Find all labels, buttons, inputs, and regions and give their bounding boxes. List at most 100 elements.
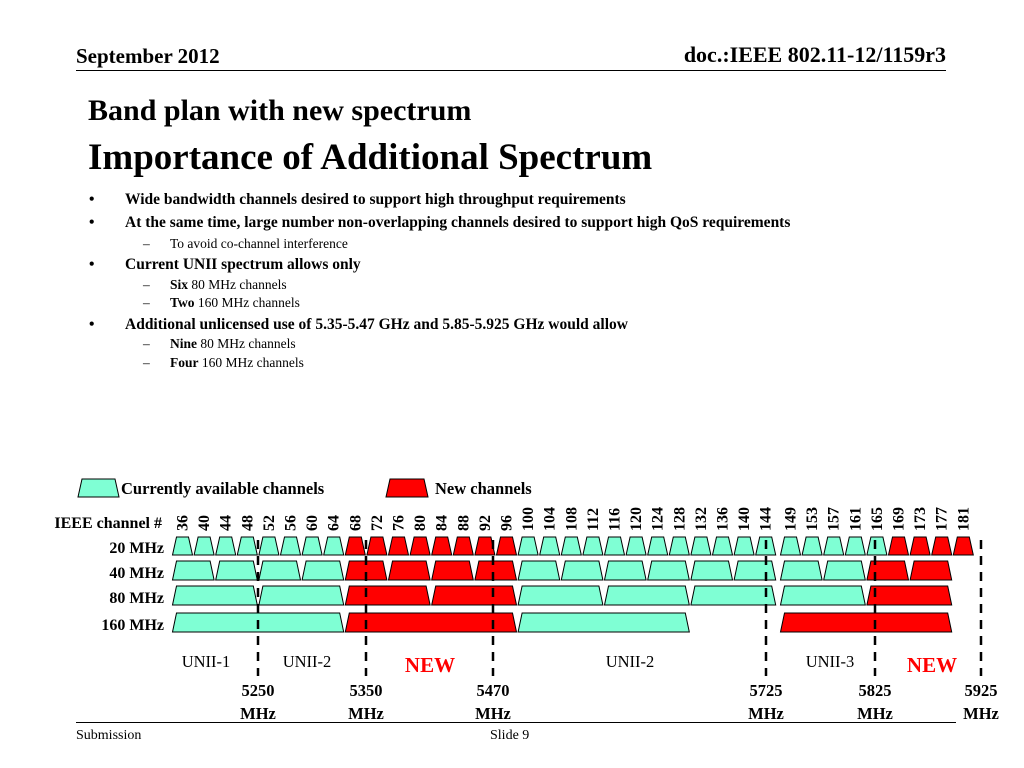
channel-40mhz [431, 560, 474, 581]
legend-current-label: Currently available channels [121, 479, 325, 498]
footer-divider [76, 722, 956, 723]
bandwidth-row-label: 40 MHz [109, 565, 164, 582]
header-doc-id: doc.:IEEE 802.11-12/1159r3 [683, 42, 946, 67]
frequency-unit: MHz [963, 704, 999, 723]
channel-number: 56 [283, 515, 300, 531]
channel-20mhz [582, 536, 604, 556]
channel-number: 157 [826, 507, 843, 531]
channel-20mhz [474, 536, 496, 556]
bullet-text: Additional unlicensed use of 5.35-5.47 G… [125, 316, 628, 333]
bullet-item: • Additional unlicensed use of 5.35-5.47 … [89, 316, 628, 333]
channel-20mhz [344, 536, 366, 556]
channel-number: 100 [520, 507, 537, 531]
channel-20mhz [711, 536, 734, 556]
channel-20mhz [495, 536, 518, 556]
channel-20mhz [952, 536, 974, 556]
legend-current-swatch [77, 478, 120, 498]
channel-number: 44 [218, 515, 235, 531]
channel-number: 64 [326, 515, 343, 531]
bullet-emphasis: Two [170, 295, 195, 310]
channel-80mhz [171, 585, 258, 606]
bandwidth-row-label: 160 MHz [101, 617, 164, 634]
channel-20mhz [539, 536, 561, 556]
channel-number: 132 [693, 507, 710, 531]
channel-20mhz [779, 536, 802, 556]
bullet-text: 160 MHz channels [194, 295, 300, 310]
channel-40mhz [560, 560, 604, 581]
sub-bullet-item: – To avoid co-channel interference [143, 236, 348, 251]
channel-number: 76 [391, 515, 408, 531]
channel-40mhz [866, 560, 910, 581]
channel-80mhz [258, 585, 345, 606]
channel-20mhz [844, 536, 866, 556]
channel-20mhz [279, 536, 302, 556]
channel-40mhz [171, 560, 215, 581]
channel-20mhz [647, 536, 669, 556]
channel-20mhz [668, 536, 690, 556]
channel-20mhz [801, 536, 823, 556]
channel-number: 84 [434, 515, 451, 531]
bullet-text: At the same time, large number non-overl… [125, 214, 791, 231]
bullet-text: To avoid co-channel interference [170, 236, 348, 251]
channel-20mhz [733, 536, 755, 556]
channel-number: 104 [542, 507, 559, 531]
channel-20mhz [452, 536, 474, 556]
frequency-value: 5350 [350, 681, 383, 700]
channel-40mhz [647, 560, 690, 581]
sub-bullet-item: – Six 80 MHz channels [143, 277, 287, 292]
channel-number: 112 [585, 508, 602, 531]
frequency-unit: MHz [857, 704, 893, 723]
channel-number: 140 [736, 507, 753, 531]
channel-number: 52 [261, 515, 278, 531]
frequency-value: 5725 [750, 681, 783, 700]
channel-20mhz [931, 536, 953, 556]
channel-number: 96 [499, 515, 516, 531]
channel-40mhz [909, 560, 953, 581]
channel-20mhz [193, 536, 215, 556]
channel-number: 72 [369, 515, 386, 531]
channel-number: 124 [650, 507, 667, 531]
frequency-value: 5250 [242, 681, 275, 700]
legend-new-label: New channels [435, 479, 532, 498]
header-date: September 2012 [76, 44, 220, 68]
channel-20mhz [866, 536, 888, 556]
channel-20mhz [215, 536, 237, 556]
header-divider [76, 70, 946, 71]
channel-number: 88 [455, 515, 472, 531]
channel-40mhz [603, 560, 647, 581]
channel-40mhz [344, 560, 388, 581]
channel-20mhz [823, 536, 845, 556]
channel-number: 36 [175, 515, 192, 531]
channel-20mhz [517, 536, 539, 556]
bullet-item: • Current UNII spectrum allows only [89, 256, 361, 273]
bullet-emphasis: Six [170, 277, 189, 292]
channel-80mhz [866, 585, 953, 606]
channel-160mhz [344, 612, 518, 633]
frequency-value: 5825 [859, 681, 892, 700]
channel-number: 149 [783, 507, 800, 531]
channel-20mhz [366, 536, 388, 556]
unii-band-label: UNII-3 [806, 652, 855, 671]
bullet-text: 80 MHz channels [197, 336, 296, 351]
channel-number: 108 [563, 507, 580, 531]
channel-20mhz [690, 536, 712, 556]
channel-40mhz [690, 560, 734, 581]
channel-20mhz [301, 536, 323, 556]
unii-band-label: UNII-2 [606, 652, 655, 671]
channel-number: 80 [412, 515, 429, 531]
channel-number: 116 [607, 508, 624, 531]
channel-80mhz [517, 585, 604, 606]
channel-40mhz [387, 560, 431, 581]
channel-number: 48 [239, 515, 256, 531]
frequency-unit: MHz [475, 704, 511, 723]
footer-slide-number: Slide 9 [490, 728, 530, 743]
channel-number: 92 [477, 515, 494, 531]
bullet-text: 160 MHz channels [198, 355, 304, 370]
bullet-item: • Wide bandwidth channels desired to supp… [89, 191, 626, 208]
channel-number: 120 [628, 507, 645, 531]
new-band-label: NEW [907, 653, 957, 677]
sub-bullet-item: – Four 160 MHz channels [143, 355, 304, 370]
channel-20mhz [236, 536, 258, 556]
channel-40mhz [823, 560, 866, 581]
